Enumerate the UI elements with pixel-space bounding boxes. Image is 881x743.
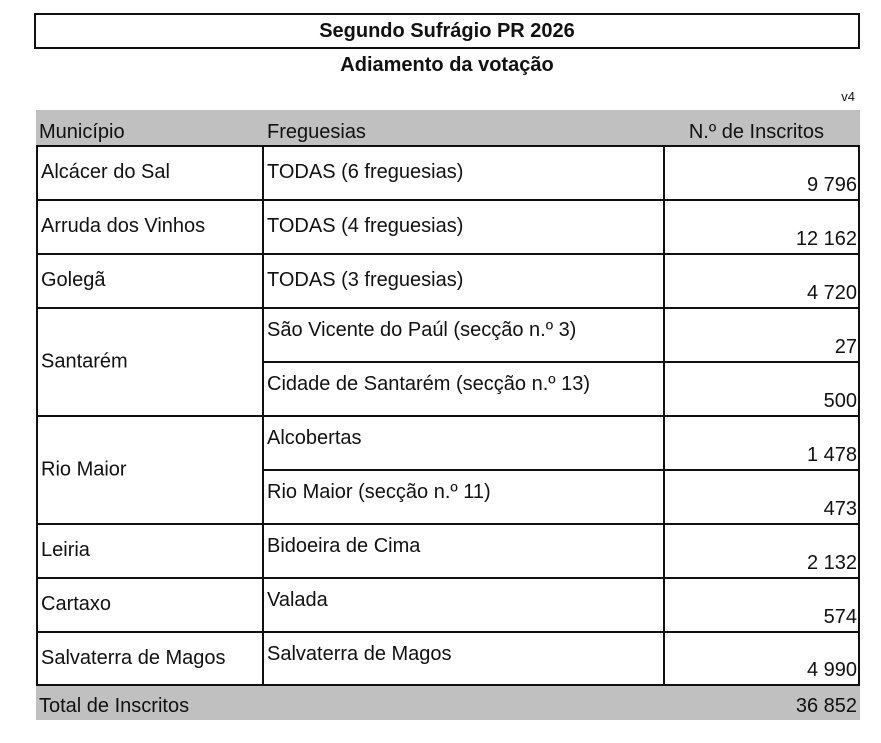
freguesia-cell: Alcobertas (267, 427, 362, 449)
table-row: Alcácer do Sal (38, 147, 264, 201)
total-label: Total de Inscritos (39, 695, 190, 717)
freguesia-cell: TODAS (3 freguesias) (267, 269, 464, 291)
inscritos-cell: 473 (823, 498, 857, 520)
table-row: Rio Maior (38, 417, 264, 525)
inscritos-cell: 574 (823, 606, 857, 628)
inscritos-cell-wrap: 500 (665, 363, 860, 417)
total-value: 36 852 (795, 695, 857, 717)
freguesia-cell: Valada (267, 589, 328, 611)
freguesia-cell: Bidoeira de Cima (267, 535, 421, 557)
freguesia-cell-wrap: Salvaterra de Magos (264, 633, 665, 684)
inscritos-cell-wrap: 12 162 (665, 201, 860, 255)
freguesia-cell-wrap: São Vicente do Paúl (secção n.º 3) (264, 309, 665, 363)
municipio-cell: Cartaxo (41, 593, 112, 615)
version-label: v4 (841, 89, 855, 104)
municipio-cell: Salvaterra de Magos (41, 647, 226, 669)
freguesia-cell: TODAS (6 freguesias) (267, 161, 464, 183)
inscritos-cell-wrap: 1 478 (665, 417, 860, 471)
freguesia-cell-wrap: Rio Maior (secção n.º 11) (264, 471, 665, 525)
freguesia-cell: Salvaterra de Magos (267, 643, 452, 665)
inscritos-cell-wrap: 9 796 (665, 147, 860, 201)
table-body: Alcácer do Sal TODAS (6 freguesias) 9 79… (36, 145, 860, 686)
inscritos-cell-wrap: 473 (665, 471, 860, 525)
inscritos-cell: 4 720 (806, 282, 857, 304)
freguesia-cell: Rio Maior (secção n.º 11) (267, 481, 491, 503)
inscritos-cell-wrap: 2 132 (665, 525, 860, 579)
freguesia-cell-wrap: Alcobertas (264, 417, 665, 471)
inscritos-cell-wrap: 4 990 (665, 633, 860, 684)
municipio-cell: Leiria (41, 539, 90, 561)
table-row: Arruda dos Vinhos (38, 201, 264, 255)
freguesia-cell-wrap: TODAS (3 freguesias) (264, 255, 665, 309)
freguesia-cell: Cidade de Santarém (secção n.º 13) (267, 373, 591, 395)
inscritos-cell: 12 162 (795, 228, 857, 250)
table-row: Santarém (38, 309, 264, 417)
freguesia-cell: São Vicente do Paúl (secção n.º 3) (267, 319, 577, 341)
freguesia-cell: TODAS (4 freguesias) (267, 215, 464, 237)
freguesia-cell-wrap: Bidoeira de Cima (264, 525, 665, 579)
table-row: Salvaterra de Magos (38, 633, 264, 684)
table-row: Leiria (38, 525, 264, 579)
municipio-cell: Golegã (41, 269, 106, 291)
inscritos-cell: 2 132 (806, 552, 857, 574)
table-row: Golegã (38, 255, 264, 309)
municipio-cell: Rio Maior (41, 458, 127, 481)
inscritos-cell-wrap: 27 (665, 309, 860, 363)
document-subtitle: Adiamento da votação (340, 54, 554, 76)
inscritos-cell: 500 (823, 390, 857, 412)
municipio-cell: Santarém (41, 350, 128, 373)
inscritos-cell: 27 (834, 336, 857, 358)
freguesia-cell-wrap: Valada (264, 579, 665, 633)
municipio-cell: Alcácer do Sal (41, 161, 170, 183)
table-row: Cartaxo (38, 579, 264, 633)
table-header: Município Freguesias N.º de Inscritos (36, 110, 860, 145)
inscritos-cell: 9 796 (806, 174, 857, 196)
document-title: Segundo Sufrágio PR 2026 (34, 13, 860, 49)
inscritos-cell-wrap: 4 720 (665, 255, 860, 309)
freguesia-cell-wrap: TODAS (6 freguesias) (264, 147, 665, 201)
header-inscritos: N.º de Inscritos (688, 121, 824, 143)
freguesia-cell-wrap: TODAS (4 freguesias) (264, 201, 665, 255)
header-municipio: Município (39, 121, 125, 143)
total-row: Total de Inscritos 36 852 (36, 686, 860, 720)
freguesia-cell-wrap: Cidade de Santarém (secção n.º 13) (264, 363, 665, 417)
inscritos-cell-wrap: 574 (665, 579, 860, 633)
municipio-cell: Arruda dos Vinhos (41, 215, 206, 237)
inscritos-cell: 1 478 (806, 444, 857, 466)
header-freguesias: Freguesias (267, 121, 366, 143)
inscritos-cell: 4 990 (806, 659, 857, 681)
